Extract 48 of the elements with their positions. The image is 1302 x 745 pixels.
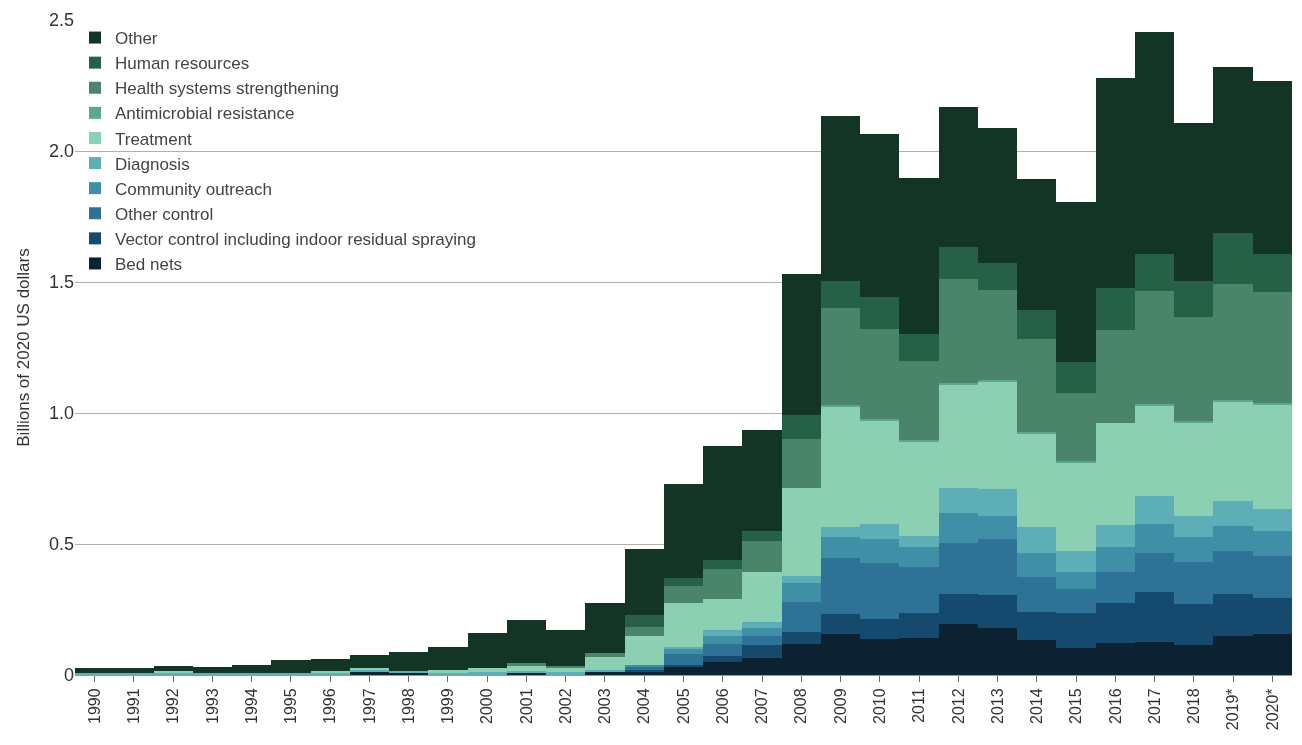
x-tick-label: 2009 bbox=[831, 688, 849, 724]
x-tick-label: 2011 bbox=[910, 688, 928, 723]
x-tick-label: 2014 bbox=[1028, 688, 1046, 724]
x-tick-label: 1991 bbox=[125, 688, 143, 724]
y-tick-label: 2.5 bbox=[48, 10, 74, 31]
x-tick-label: 1990 bbox=[85, 688, 103, 724]
x-tick-label: 1996 bbox=[321, 688, 339, 724]
x-tick-label: 2013 bbox=[988, 688, 1006, 724]
x-tick-label: 2019* bbox=[1224, 688, 1242, 731]
x-tick-label: 2020* bbox=[1263, 688, 1281, 731]
x-tick-label: 2018 bbox=[1185, 688, 1203, 724]
x-tick-label: 1997 bbox=[360, 688, 378, 724]
y-tick-label: 0.5 bbox=[48, 534, 74, 555]
x-tick-label: 2000 bbox=[478, 688, 496, 724]
x-tick-label: 2015 bbox=[1067, 688, 1085, 724]
x-tick-label: 2010 bbox=[870, 688, 888, 724]
x-tick-label: 2016 bbox=[1106, 688, 1124, 724]
x-tick-label: 2012 bbox=[949, 688, 967, 724]
legend-label: Human resources bbox=[115, 54, 250, 74]
y-tick-label: 0 bbox=[63, 665, 74, 686]
x-tick-label: 1993 bbox=[203, 688, 221, 724]
x-tick-label: 1992 bbox=[164, 688, 182, 724]
legend-label: Treatment bbox=[115, 129, 193, 149]
x-tick-label: 2007 bbox=[753, 688, 771, 724]
legend-label: Bed nets bbox=[115, 255, 183, 275]
y-tick-label: 2.0 bbox=[48, 141, 74, 162]
x-tick-label: 2003 bbox=[596, 688, 614, 724]
legend-label: Antimicrobial resistance bbox=[115, 104, 295, 124]
y-tick-label: 1.5 bbox=[48, 272, 74, 293]
y-axis-title: Billions of 2020 US dollars bbox=[13, 248, 33, 447]
x-tick-label: 2004 bbox=[635, 688, 653, 724]
x-tick-label: 1999 bbox=[439, 688, 457, 724]
x-tick-label: 2008 bbox=[792, 688, 810, 724]
x-tick-label: 1994 bbox=[242, 688, 260, 724]
y-tick-label: 1.0 bbox=[48, 403, 74, 424]
x-tick-label: 2006 bbox=[713, 688, 731, 724]
x-tick-label: 1998 bbox=[399, 688, 417, 724]
legend-label: Vector control including indoor residual spraying bbox=[115, 229, 476, 249]
legend-label: Other bbox=[115, 29, 158, 49]
x-tick-label: 2001 bbox=[517, 688, 535, 724]
legend-label: Other control bbox=[115, 204, 214, 224]
legend-label: Community outreach bbox=[115, 179, 272, 199]
x-tick-label: 2005 bbox=[674, 688, 692, 724]
legend-label: Diagnosis bbox=[115, 154, 190, 174]
x-tick-label: 2002 bbox=[556, 688, 574, 724]
x-tick-label: 2017 bbox=[1145, 688, 1163, 724]
x-tick-label: 1995 bbox=[282, 688, 300, 724]
legend-label: Health systems strengthening bbox=[115, 79, 339, 99]
